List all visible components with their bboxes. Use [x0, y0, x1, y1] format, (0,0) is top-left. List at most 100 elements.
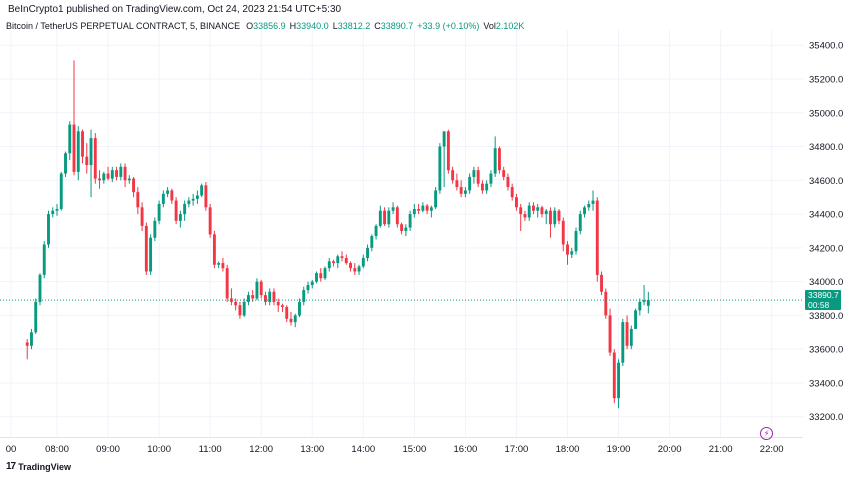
candle-body [68, 124, 72, 154]
candle-body [234, 301, 238, 306]
candle-body [383, 210, 387, 225]
time-tick-label: 16:00 [454, 444, 478, 455]
candle-body [89, 138, 93, 166]
candle-body [170, 190, 174, 201]
candle [446, 129, 450, 174]
candle-body [387, 210, 391, 225]
candle [64, 151, 67, 177]
candle-body [217, 263, 221, 265]
time-tick-label: 08:00 [45, 444, 69, 455]
candle-body [144, 225, 148, 272]
candle [583, 205, 586, 218]
candle-body [332, 261, 335, 264]
publish-info: BeInCrypto1 published on TradingView.com… [8, 4, 342, 15]
candle [515, 193, 518, 211]
candle [527, 202, 531, 221]
candle-body [642, 300, 646, 302]
candle [566, 241, 569, 265]
candle-body [315, 273, 318, 282]
candle-body [191, 198, 195, 201]
candle [510, 183, 514, 201]
candle [149, 234, 153, 275]
candle-body [361, 257, 365, 267]
candle [536, 203, 540, 218]
candle [81, 129, 84, 164]
tradingview-brand[interactable]: 17 TradingView [6, 461, 71, 472]
candle [225, 264, 229, 302]
candles-layer [25, 60, 650, 409]
candle-body [442, 131, 446, 147]
candle [391, 202, 395, 215]
candle [221, 257, 225, 272]
candle-body [149, 237, 153, 272]
candle [523, 210, 527, 221]
candle [55, 203, 59, 216]
candle-body [600, 274, 603, 292]
candle [234, 298, 238, 311]
candle [502, 166, 506, 181]
symbol-title[interactable]: Bitcoin / TetherUS PERPETUAL CONTRACT, 5… [6, 21, 241, 31]
candle-body [549, 210, 552, 225]
candle [319, 268, 323, 282]
price-axis[interactable]: 35400.0 35200.0 35000.0 34800.0 34600.0 34400… [809, 41, 843, 424]
lightning-bolt-icon[interactable]: ⚡︎ [760, 427, 773, 440]
time-axis[interactable]: 00 08:00 09:00 10:00 11:00 12:00 13:00 14:00 15:… [6, 444, 784, 455]
candle [59, 171, 63, 211]
candle [646, 291, 650, 314]
candle [570, 247, 574, 258]
candle-body [285, 306, 289, 319]
candle-body [72, 124, 76, 172]
candle [106, 166, 110, 181]
candle-body [38, 274, 42, 302]
candle-body [497, 148, 501, 171]
candle-body [204, 185, 208, 208]
candle-body [357, 266, 361, 272]
candle-body [42, 244, 46, 275]
candle [327, 257, 331, 272]
candle-body [523, 214, 527, 218]
candle [340, 251, 344, 262]
candle-body [319, 273, 323, 279]
candle [476, 166, 480, 188]
candle [617, 359, 620, 409]
candle [506, 173, 510, 191]
price-tick-label: 34000.0 [809, 277, 843, 288]
candle-body [119, 166, 123, 177]
candle-body [493, 148, 497, 174]
candle-body [110, 170, 114, 179]
candle [438, 143, 442, 194]
candle-body [302, 290, 306, 302]
high-label: H [289, 21, 297, 31]
candle-body [434, 190, 438, 208]
candle-body [268, 291, 272, 302]
candle-body [281, 305, 284, 307]
candle-body [570, 251, 574, 255]
candle-body [225, 268, 229, 299]
candle-body [446, 131, 450, 171]
candle-body [391, 207, 395, 211]
candle [315, 271, 318, 284]
candle-body [98, 178, 101, 181]
candle [174, 197, 178, 225]
candle-body [153, 220, 157, 238]
candle [561, 217, 565, 252]
candle-body [566, 244, 569, 255]
candle-body [221, 263, 225, 269]
candle [242, 298, 246, 318]
close-label: C [374, 21, 381, 31]
candle [434, 187, 438, 210]
candle [574, 227, 578, 255]
candle [298, 298, 301, 318]
candle [336, 254, 340, 269]
candle [178, 210, 182, 228]
candle-body [472, 170, 476, 177]
candle [557, 209, 561, 225]
candle-body [81, 131, 84, 157]
candle [166, 187, 170, 198]
candle-body [272, 291, 276, 302]
candle [47, 210, 50, 248]
candle [366, 244, 370, 262]
candle [361, 254, 365, 269]
time-tick-label: 10:00 [147, 444, 171, 455]
